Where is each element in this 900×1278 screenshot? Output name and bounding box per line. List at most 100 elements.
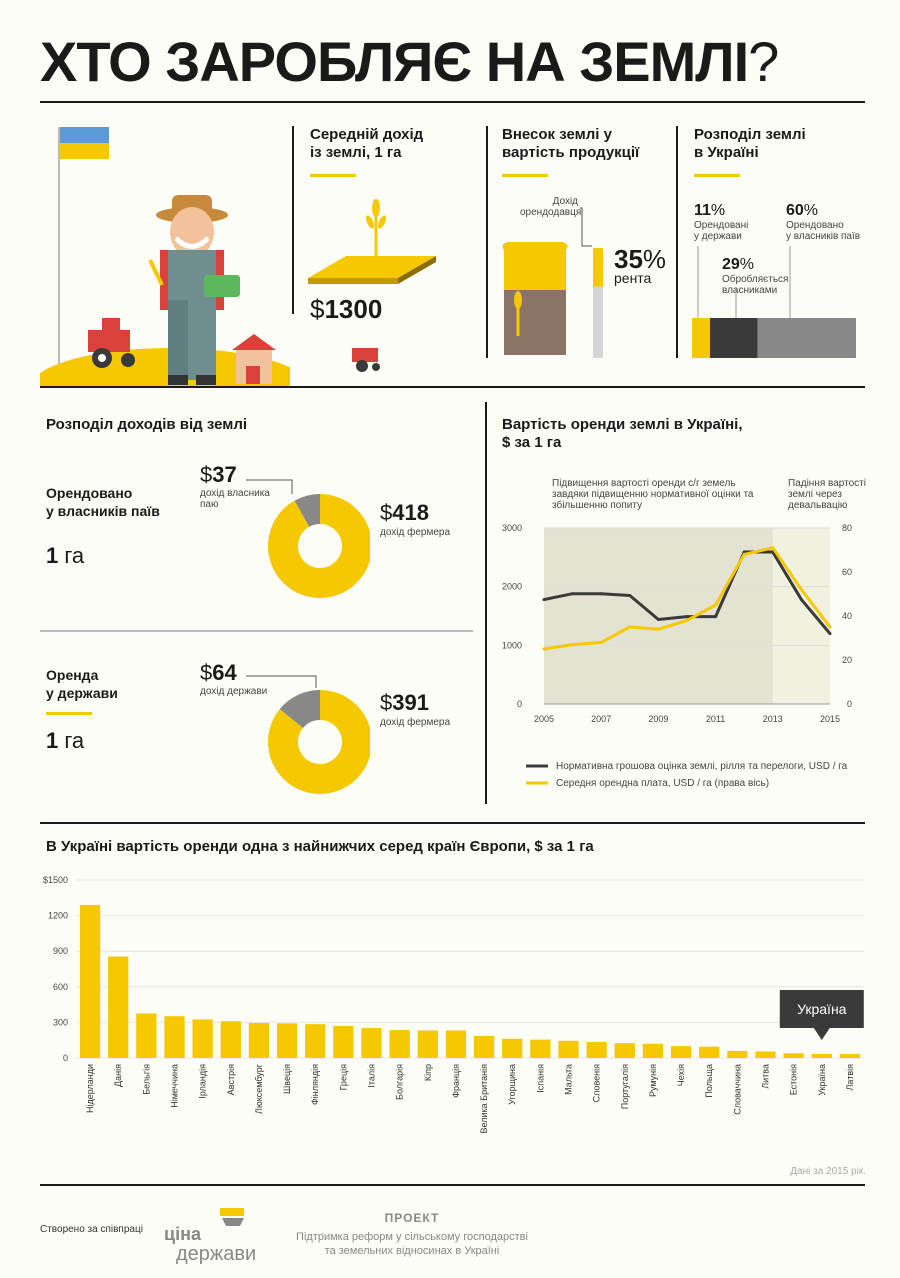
bar-category-label: Мальта [564, 1064, 574, 1095]
case2-area: 1 га [46, 728, 85, 753]
series-point [771, 546, 775, 550]
farmer-figure [148, 195, 240, 385]
rent-chart-title: Вартість оренди землі в Україні, $ за 1 г… [502, 416, 743, 451]
rent-note-left: Підвищення вартості оренди с/г земель зав… [552, 478, 754, 511]
svg-text:держави: держави [176, 1243, 256, 1265]
bar [558, 1040, 579, 1058]
series-point [571, 592, 575, 596]
bar [755, 1051, 776, 1058]
europe-title: В Україні вартість оренди одна з найнижч… [46, 838, 594, 855]
bar [79, 904, 101, 1058]
case1-donut [246, 479, 370, 598]
bar [220, 1021, 241, 1058]
x-tick-label: 2007 [591, 714, 611, 724]
series-point [542, 598, 546, 602]
divider-share [486, 126, 488, 358]
y-tick-label: 2000 [502, 582, 522, 592]
bar [839, 1054, 861, 1058]
bar [248, 1022, 270, 1058]
barn-icon [232, 334, 276, 384]
bar-y-tick: 0 [63, 1053, 68, 1063]
bar-category-label: Литва [761, 1064, 771, 1089]
y-tick-label: 0 [517, 699, 522, 709]
dist-segment-leased [757, 318, 856, 358]
bar-category-label: Німеччина [170, 1064, 180, 1108]
dist-owners-leased: 60% Орендовано у власників паїв [786, 202, 861, 242]
bar [389, 1030, 410, 1058]
bar [699, 1046, 720, 1058]
bar-y-tick: 300 [53, 1017, 68, 1027]
bar [614, 1043, 635, 1058]
case2-title: Оренда у держави [46, 667, 118, 701]
case2-farmer-label: дохід фермера [380, 717, 451, 728]
flag-blue [59, 127, 109, 143]
bar-category-label: Бельгія [141, 1064, 151, 1095]
grain-sack-icon [502, 207, 592, 355]
x-tick-label: 2011 [706, 714, 725, 724]
share-bar-track [593, 248, 603, 358]
case1-area: 1 га [46, 543, 85, 568]
bar [783, 1053, 804, 1058]
footer-divider [40, 1184, 865, 1186]
case2-farmer-value: $391 [380, 690, 429, 715]
series-point [799, 588, 803, 592]
footer-partners: Створено за співпраці ціна держави ПРОЕК… [40, 1208, 528, 1265]
wheat-field-icon [308, 199, 436, 284]
bar [361, 1028, 382, 1058]
share-accent [502, 174, 548, 177]
legend-normative: Нормативна грошова оцінка землі, рілля т… [556, 761, 848, 772]
divider-distribution [676, 126, 678, 358]
bar [642, 1043, 664, 1058]
bar-category-label: Іспанія [535, 1064, 545, 1093]
series-point [799, 598, 803, 602]
bar-category-label: Словаччина [732, 1064, 742, 1115]
case2-donut [246, 675, 370, 794]
x-tick-label: 2005 [534, 714, 554, 724]
y2-tick-label: 0 [847, 699, 852, 709]
share-percent: 35% [614, 244, 667, 274]
share-title: Внесок землі у вартість продукції [502, 126, 640, 161]
revenue-title: Розподіл доходів від землі [46, 416, 248, 433]
dist-state: 11% Орендовані у держави [694, 202, 749, 242]
hill-right [280, 375, 290, 388]
y2-tick-label: 20 [842, 655, 852, 665]
flag-pole [58, 127, 60, 367]
case2-accent [46, 712, 92, 715]
case1-farmer-value: $418 [380, 500, 429, 525]
bar-category-label: Греція [338, 1064, 348, 1091]
series-point [628, 625, 632, 629]
bar-category-label: Італія [367, 1064, 377, 1088]
bar [192, 1019, 213, 1058]
bar-y-tick: 600 [53, 982, 68, 992]
series-point [685, 618, 689, 622]
distribution-title: Розподіл землі в Україні [694, 126, 806, 161]
y2-tick-label: 60 [842, 567, 852, 577]
tractor-icon [88, 318, 135, 368]
series-point [656, 618, 660, 622]
y-tick-label: 3000 [502, 523, 522, 533]
case2-farmer-slice [268, 690, 370, 794]
rent-share-bar [593, 248, 603, 358]
bar [727, 1050, 748, 1058]
case1-owner-label: дохід власника паю [200, 488, 270, 510]
revenue-divider [40, 630, 473, 632]
flag-yellow [59, 143, 109, 159]
series-point [599, 592, 603, 596]
y2-tick-label: 40 [842, 611, 852, 621]
income-value: $1300 [310, 294, 383, 324]
bar-category-label: Велика Британія [479, 1064, 489, 1134]
bar-category-label: Ірландія [198, 1064, 208, 1099]
bar [530, 1039, 551, 1058]
svg-text:та земельних відносинах в Укра: та земельних відносинах в Україні [325, 1245, 500, 1257]
bar-category-label: Португалія [620, 1064, 630, 1109]
case1-owner-slice [294, 494, 320, 527]
title-divider [40, 101, 865, 103]
rent-line-chart: 0 1000 2000 3000 0 20 40 60 80 2005 2007 2009 2011 20… [502, 523, 852, 724]
series-point [714, 603, 718, 607]
series-point [828, 625, 832, 629]
project-wordmark: ПРОЕКТ Підтримка реформ у сільському гос… [296, 1211, 528, 1257]
bar [502, 1038, 523, 1058]
x-tick-label: 2009 [648, 714, 668, 724]
income-title: Середній дохід із землі, 1 га [310, 126, 424, 161]
bar-y-tick: 900 [53, 946, 68, 956]
